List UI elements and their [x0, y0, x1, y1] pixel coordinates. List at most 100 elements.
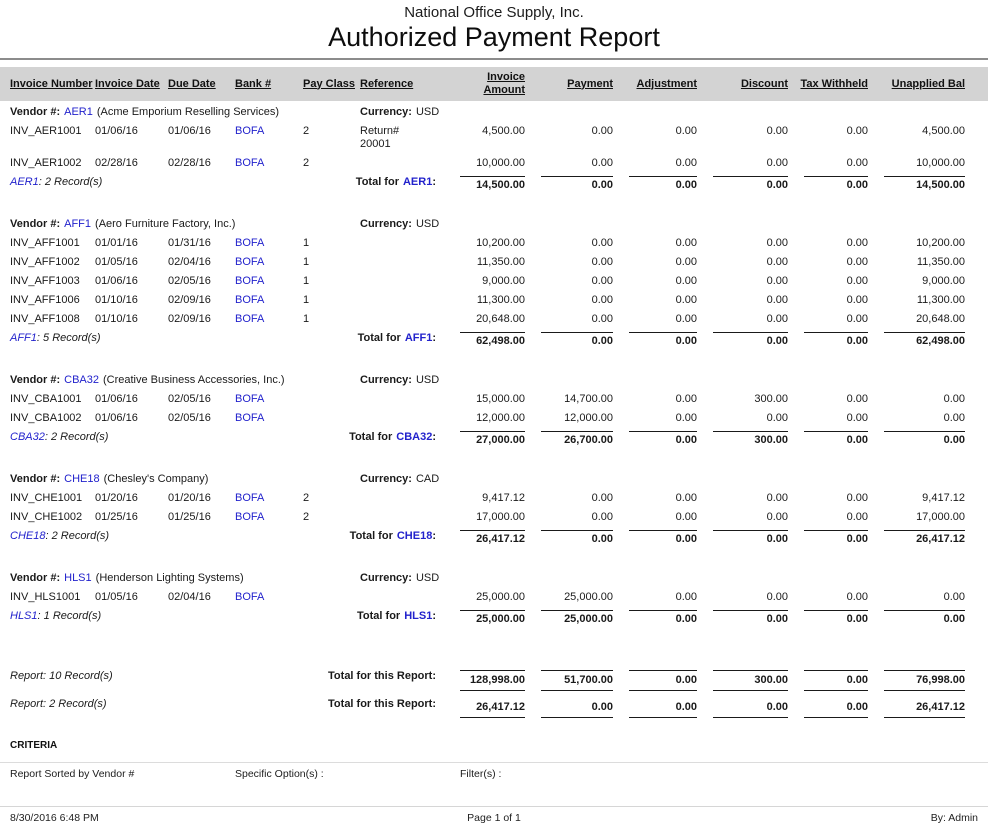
vendor-total-label: Total for HLS1: [303, 607, 446, 629]
unapplied-bal-value: 17,000.00 [916, 511, 965, 523]
vendor-code-link[interactable]: AER1 [64, 106, 93, 118]
unapplied-bal-total: 26,417.12 [870, 527, 988, 549]
vendor-header-cell: Vendor #: HLS1 (Henderson Lighting Systems… [0, 567, 360, 588]
adjustment-report-total: 0.00 [615, 665, 699, 693]
vendor-total-code-link[interactable]: CHE18 [396, 530, 433, 542]
vendor-code-link[interactable]: CHE18 [64, 473, 100, 485]
total-colon: : [432, 176, 436, 188]
currency-label: Currency: [360, 572, 412, 584]
vendor-total-code-link[interactable]: HLS1 [404, 610, 433, 622]
vendor-records-code[interactable]: HLS1 [10, 610, 38, 622]
payment-report-total: 0.00 [527, 693, 615, 720]
col-header-unapplied-bal: Unapplied Bal [891, 77, 965, 90]
due-date: 01/06/16 [168, 125, 211, 137]
unapplied-bal-value: 0.00 [943, 393, 965, 405]
vendor-total-code-link[interactable]: CBA32 [396, 431, 433, 443]
payment-value: 0.00 [591, 294, 613, 306]
vendor-name: (Aero Furniture Factory, Inc.) [95, 218, 236, 230]
col-header-tax-withheld: Tax Withheld [800, 77, 868, 90]
bank-cell: BOFA [235, 310, 303, 329]
payment-total: 26,700.00 [527, 428, 615, 450]
due-date: 01/25/16 [168, 511, 211, 523]
adjustment-value: 0.00 [675, 492, 697, 504]
bank-link[interactable]: BOFA [235, 591, 265, 603]
adjustment-report-total-value: 0.00 [629, 698, 697, 718]
column-header-band: Invoice Number Invoice Date Due Date Ban… [0, 67, 988, 101]
bank-link[interactable]: BOFA [235, 294, 265, 306]
col-header-bank: Bank # [235, 77, 272, 90]
vendor-code-link[interactable]: AFF1 [64, 218, 92, 230]
invoice-amount-total: 27,000.00 [446, 428, 527, 450]
vendor-header-row: Vendor #: AFF1 (Aero Furniture Factory, In… [0, 213, 988, 234]
bank-link[interactable]: BOFA [235, 412, 265, 424]
vendor-code-link[interactable]: HLS1 [64, 572, 92, 584]
currency-cell: Currency: USD [360, 101, 988, 122]
vendor-total-code-link[interactable]: AFF1 [404, 332, 433, 344]
bank-link[interactable]: BOFA [235, 511, 265, 523]
invoice-amount-total: 14,500.00 [446, 173, 527, 195]
reference [360, 588, 446, 607]
invoice-row: INV_CBA1002 01/06/16 02/05/16 BOFA 12,000.00… [0, 409, 988, 428]
invoice-amount-value: 10,200.00 [476, 237, 525, 249]
discount-total: 0.00 [699, 607, 790, 629]
discount-total: 0.00 [699, 527, 790, 549]
bank-cell: BOFA [235, 489, 303, 508]
total-colon: : [432, 530, 436, 542]
discount-value: 0.00 [766, 157, 788, 169]
vendor-records-code[interactable]: AER1 [10, 176, 39, 188]
bank-cell: BOFA [235, 253, 303, 272]
discount-value: 0.00 [766, 275, 788, 287]
bank-link[interactable]: BOFA [235, 313, 265, 325]
tax-withheld-total-value: 0.00 [804, 431, 868, 447]
criteria-filters: Filter(s) : [460, 768, 502, 780]
vendor-record-count: CHE18: 2 Record(s) [0, 527, 303, 549]
invoice-amount-total-value: 25,000.00 [460, 610, 525, 626]
tax-withheld-report-total-value: 0.00 [804, 670, 868, 691]
bank-link[interactable]: BOFA [235, 492, 265, 504]
total-for-label: Total for [349, 431, 393, 443]
invoice-row: INV_AFF1006 01/10/16 02/09/16 BOFA 1 11,300.0… [0, 291, 988, 310]
bank-link[interactable]: BOFA [235, 157, 265, 169]
unapplied-bal-value: 9,417.12 [922, 492, 965, 504]
adjustment-value: 0.00 [675, 393, 697, 405]
adjustment-report-total-value: 0.00 [629, 670, 697, 691]
pay-class: 2 [303, 125, 310, 137]
vendor-total-code-link[interactable]: AER1 [402, 176, 433, 188]
currency-label: Currency: [360, 473, 412, 485]
vendor-total-row: CHE18: 2 Record(s) Total for CHE18: 26,417.… [0, 527, 988, 549]
due-date: 02/05/16 [168, 393, 211, 405]
vendor-record-count: AFF1: 5 Record(s) [0, 329, 303, 351]
criteria-sorted-by: Report Sorted by Vendor # [10, 768, 135, 780]
invoice-row: INV_AFF1003 01/06/16 02/05/16 BOFA 1 9,000.00… [0, 272, 988, 291]
reference [360, 409, 446, 428]
footer-datetime: 8/30/2016 6:48 PM [10, 812, 99, 824]
payment-value: 25,000.00 [564, 591, 613, 603]
vendor-records-code[interactable]: CBA32 [10, 431, 45, 443]
vendor-records-code[interactable]: AFF1 [10, 332, 37, 344]
discount-value: 0.00 [766, 256, 788, 268]
vendor-total-row: AER1: 2 Record(s) Total for AER1: 14,500.00… [0, 173, 988, 195]
footer-divider [0, 806, 988, 807]
reference [360, 508, 446, 527]
payment-total-value: 0.00 [541, 530, 613, 546]
bank-link[interactable]: BOFA [235, 393, 265, 405]
payment-value: 0.00 [591, 125, 613, 137]
discount-total-value: 0.00 [713, 530, 788, 546]
tax-withheld-value: 0.00 [846, 591, 868, 603]
vendor-records-code[interactable]: CHE18 [10, 530, 46, 542]
invoice-amount-total-value: 27,000.00 [460, 431, 525, 447]
bank-link[interactable]: BOFA [235, 237, 265, 249]
vendor-total-label: Total for AFF1: [303, 329, 446, 351]
bank-link[interactable]: BOFA [235, 275, 265, 287]
tax-withheld-report-total: 0.00 [790, 693, 870, 720]
bank-link[interactable]: BOFA [235, 125, 265, 137]
invoice-row: INV_AER1001 01/06/16 01/06/16 BOFA 2 Return# … [0, 122, 988, 154]
total-colon: : [432, 610, 436, 622]
adjustment-total: 0.00 [615, 173, 699, 195]
bank-link[interactable]: BOFA [235, 256, 265, 268]
vendor-name: (Chesley's Company) [103, 473, 209, 485]
bank-cell: BOFA [235, 409, 303, 428]
invoice-date: 02/28/16 [95, 157, 138, 169]
vendor-code-link[interactable]: CBA32 [64, 374, 99, 386]
payment-value: 0.00 [591, 275, 613, 287]
